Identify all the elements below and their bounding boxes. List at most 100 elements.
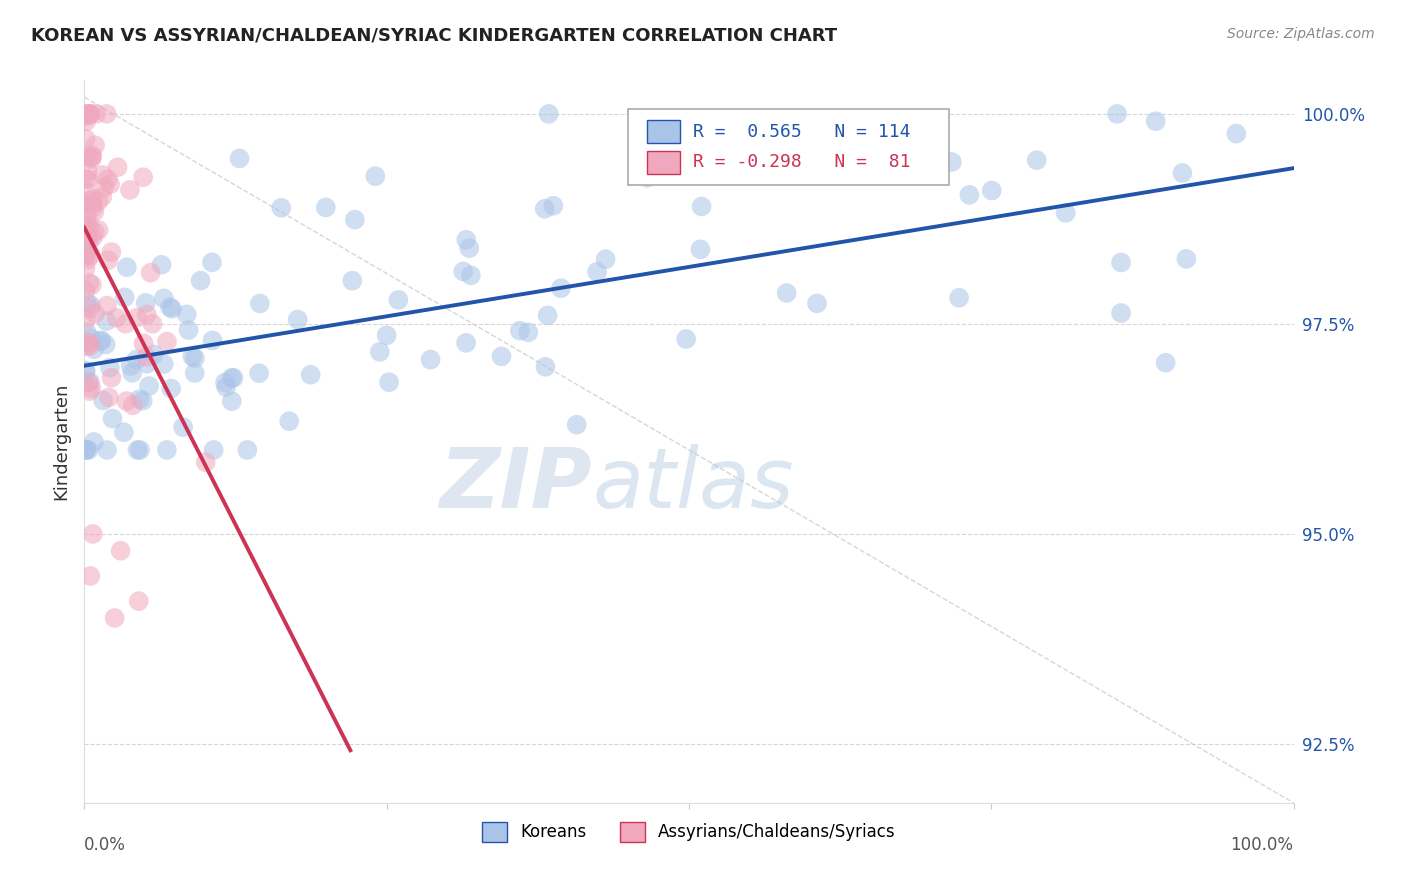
Point	[690, 199, 713, 213]
Point	[141, 317, 163, 331]
Point	[76, 107, 98, 121]
Point	[1109, 255, 1132, 269]
Point	[1054, 206, 1077, 220]
Point	[121, 366, 143, 380]
Point	[79, 569, 101, 583]
Point	[75, 284, 97, 298]
Point	[957, 187, 980, 202]
Point	[89, 334, 111, 348]
Point	[75, 131, 97, 145]
Point	[1171, 166, 1194, 180]
Point	[104, 611, 127, 625]
Point	[1025, 153, 1047, 168]
Point	[79, 384, 101, 398]
Point	[98, 360, 121, 375]
Point	[75, 365, 97, 379]
Point	[215, 380, 238, 394]
Point	[84, 307, 107, 321]
Point	[75, 114, 97, 128]
Point	[194, 455, 217, 469]
Point	[980, 184, 1002, 198]
Point	[214, 376, 236, 390]
Point	[75, 184, 97, 198]
Point	[75, 442, 97, 457]
Point	[77, 107, 100, 121]
Point	[97, 172, 120, 186]
Point	[132, 170, 155, 185]
Point	[82, 527, 104, 541]
Point	[105, 310, 128, 325]
Text: R = -0.298   N =  81: R = -0.298 N = 81	[693, 153, 910, 171]
Bar	[647, 151, 681, 174]
Point	[82, 148, 104, 162]
Point	[236, 442, 259, 457]
Point	[77, 334, 100, 349]
Point	[139, 266, 162, 280]
Point	[91, 190, 114, 204]
Point	[75, 325, 97, 339]
Point	[87, 194, 110, 209]
Point	[456, 335, 478, 350]
Point	[387, 293, 409, 307]
Point	[87, 223, 110, 237]
Point	[75, 442, 97, 457]
Point	[375, 328, 398, 343]
Point	[96, 314, 118, 328]
Point	[80, 150, 103, 164]
Point	[79, 376, 101, 390]
Point	[156, 334, 179, 349]
Point	[806, 296, 828, 310]
Point	[419, 352, 441, 367]
FancyBboxPatch shape	[628, 109, 949, 185]
Text: ZIP: ZIP	[440, 444, 592, 525]
Point	[107, 160, 129, 174]
Point	[135, 350, 157, 364]
Point	[228, 152, 250, 166]
Point	[460, 268, 482, 283]
Point	[190, 274, 212, 288]
Point	[93, 180, 115, 194]
Point	[75, 312, 97, 326]
Point	[342, 274, 364, 288]
Point	[110, 543, 132, 558]
Point	[118, 183, 141, 197]
Point	[94, 337, 117, 351]
Point	[537, 107, 560, 121]
Point	[79, 107, 101, 121]
Point	[1225, 127, 1247, 141]
Point	[75, 363, 97, 377]
Point	[75, 249, 97, 263]
Point	[115, 394, 138, 409]
Point	[160, 382, 183, 396]
Point	[75, 339, 97, 353]
Point	[100, 370, 122, 384]
Point	[1109, 306, 1132, 320]
Point	[176, 307, 198, 321]
Legend: Koreans, Assyrians/Chaldeans/Syriacs: Koreans, Assyrians/Chaldeans/Syriacs	[475, 815, 903, 848]
Point	[75, 225, 97, 239]
Point	[153, 291, 176, 305]
Point	[159, 300, 181, 314]
Point	[75, 224, 97, 238]
Point	[84, 107, 107, 121]
Point	[79, 218, 101, 232]
Point	[202, 442, 225, 457]
Point	[97, 391, 120, 405]
Point	[509, 324, 531, 338]
Point	[96, 442, 118, 457]
Y-axis label: Kindergarten: Kindergarten	[52, 383, 70, 500]
Text: R =  0.565   N = 114: R = 0.565 N = 114	[693, 122, 910, 141]
Point	[75, 219, 97, 234]
Point	[249, 296, 271, 310]
Point	[77, 172, 100, 186]
Point	[378, 375, 401, 389]
Point	[125, 352, 148, 367]
Point	[172, 420, 194, 434]
Point	[79, 276, 101, 290]
Point	[132, 393, 155, 408]
Point	[80, 152, 103, 166]
Point	[201, 255, 224, 269]
Point	[533, 202, 555, 216]
Point	[90, 334, 112, 348]
Bar	[647, 120, 681, 143]
